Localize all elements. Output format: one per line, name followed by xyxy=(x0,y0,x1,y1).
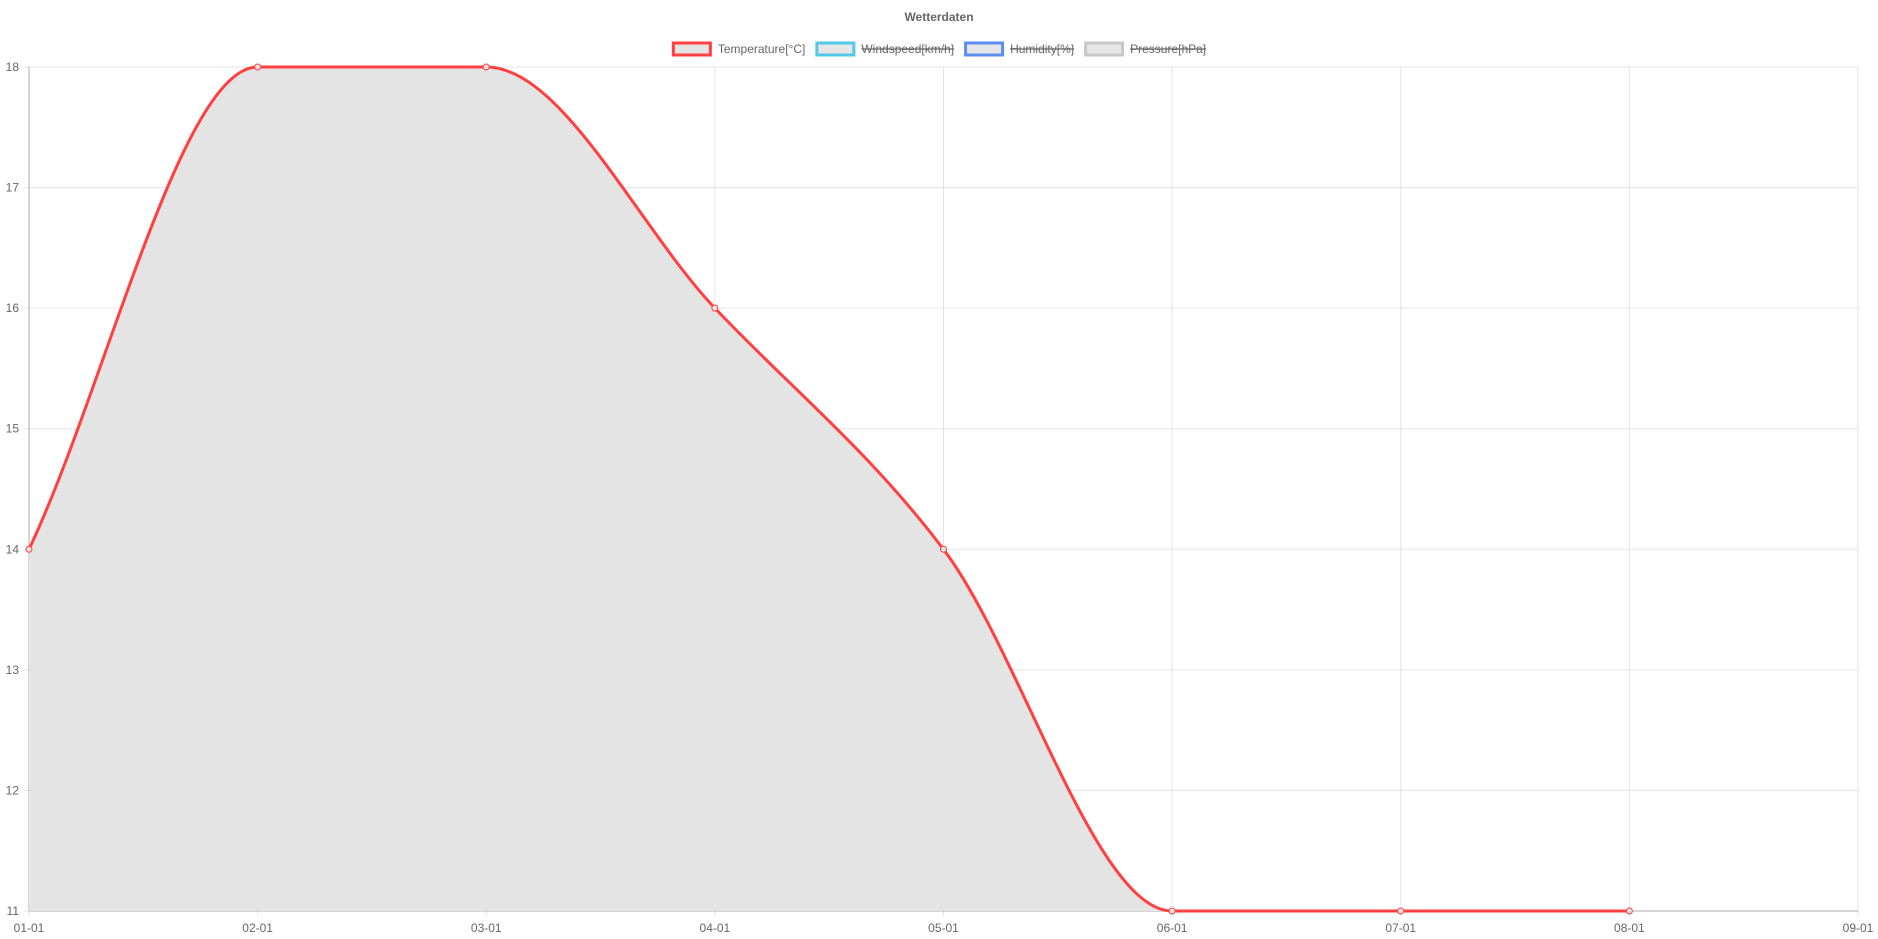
area-fills xyxy=(29,67,1630,911)
x-tick-label: 02-01 xyxy=(242,921,273,935)
data-points xyxy=(25,63,1633,915)
y-tick-label: 18 xyxy=(6,60,20,74)
x-tick-label: 07-01 xyxy=(1385,921,1416,935)
y-axis-ticks: 11 12 13 14 15 16 17 18 xyxy=(6,60,20,918)
x-tick-label: 08-01 xyxy=(1614,921,1645,935)
legend-swatch xyxy=(671,41,712,57)
data-point[interactable] xyxy=(254,63,262,71)
y-tick-label: 14 xyxy=(6,542,20,556)
legend-swatch xyxy=(815,41,856,57)
legend: Temperature[°C] Windspeed[km/h] Humidity[%… xyxy=(671,41,1207,57)
legend-item[interactable]: Temperature[°C] xyxy=(671,41,806,57)
legend-swatch xyxy=(1084,41,1125,57)
series-lines xyxy=(27,65,1630,913)
data-point[interactable] xyxy=(711,304,719,312)
x-tick-label: 06-01 xyxy=(1157,921,1188,935)
data-point[interactable] xyxy=(1397,907,1405,915)
x-tick-label: 04-01 xyxy=(700,921,731,935)
data-point[interactable] xyxy=(25,545,33,553)
y-tick-label: 15 xyxy=(6,422,20,436)
y-tick-label: 17 xyxy=(6,181,20,195)
data-point[interactable] xyxy=(1168,907,1176,915)
y-tick-label: 12 xyxy=(6,783,20,797)
x-tick-label: 03-01 xyxy=(471,921,502,935)
legend-label: Temperature[°C] xyxy=(718,42,806,56)
series-line xyxy=(27,65,1630,913)
data-point[interactable] xyxy=(1625,907,1633,915)
y-tick-label: 16 xyxy=(6,301,20,315)
y-tick-label: 11 xyxy=(7,904,20,918)
data-point[interactable] xyxy=(482,63,490,71)
series-area-fill xyxy=(29,67,1630,911)
x-axis-ticks: 01-01 02-01 03-01 04-01 05-01 06-01 07-01 08-01… xyxy=(14,921,1874,935)
chart-title: Wetterdaten xyxy=(904,10,973,24)
x-tick-label: 01-01 xyxy=(14,921,45,935)
y-tick-label: 13 xyxy=(6,663,20,677)
x-tick-label: 05-01 xyxy=(928,921,959,935)
x-tick-label: 09-01 xyxy=(1843,921,1874,935)
legend-item[interactable]: Windspeed[km/h] xyxy=(815,41,955,57)
legend-swatch xyxy=(964,41,1005,57)
legend-item[interactable]: Pressure[hPa] xyxy=(1084,41,1207,57)
data-point[interactable] xyxy=(940,545,947,553)
legend-item[interactable]: Humidity[%] xyxy=(964,41,1075,57)
